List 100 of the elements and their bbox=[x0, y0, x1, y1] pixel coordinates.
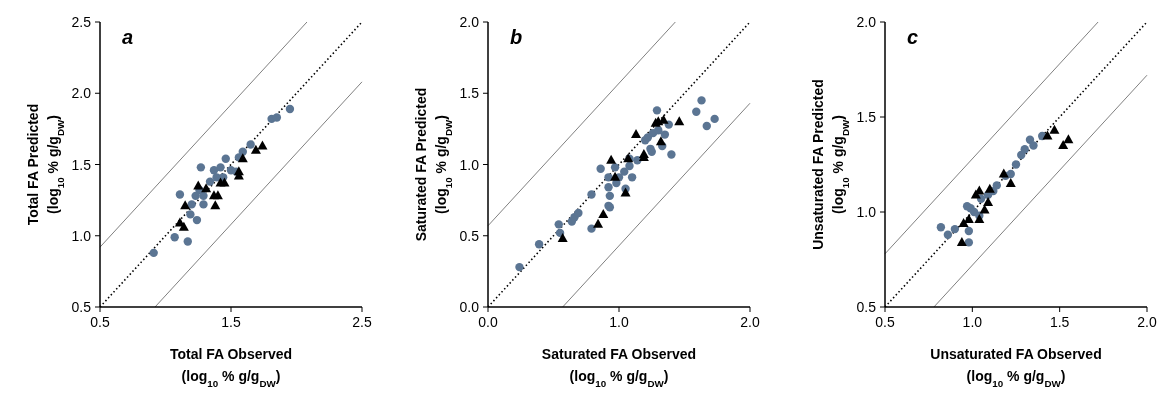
y-tick-label: 0.5 bbox=[459, 227, 480, 244]
point bbox=[1042, 130, 1053, 140]
point bbox=[192, 215, 202, 225]
point bbox=[196, 163, 206, 172]
point bbox=[219, 177, 230, 187]
point bbox=[250, 144, 261, 154]
point bbox=[984, 183, 995, 193]
point bbox=[943, 230, 953, 239]
point bbox=[964, 226, 974, 236]
y-tick-label: 2.0 bbox=[459, 14, 480, 30]
point bbox=[667, 150, 676, 159]
point bbox=[212, 190, 223, 200]
point bbox=[620, 187, 631, 197]
point bbox=[175, 190, 185, 199]
point bbox=[652, 106, 662, 115]
point bbox=[170, 232, 179, 242]
x-axis-title: Total FA Observed (log$_{10}$ % g/g$_{DW}$) bbox=[169, 346, 293, 389]
point bbox=[702, 121, 711, 131]
point bbox=[557, 233, 568, 243]
point bbox=[285, 104, 295, 114]
x-axis-title: Saturated FA Observed (log$_{10}$ % g/g$_{DW}$) bbox=[541, 346, 697, 389]
point bbox=[1063, 134, 1074, 144]
point bbox=[660, 130, 670, 139]
point bbox=[593, 218, 604, 228]
point bbox=[605, 191, 615, 201]
chart-title: c bbox=[907, 26, 919, 48]
point bbox=[193, 180, 204, 190]
y-tick-label: 0.0 bbox=[459, 299, 480, 315]
point bbox=[187, 200, 196, 209]
y-tick-label: 2.5 bbox=[71, 14, 92, 30]
point bbox=[272, 113, 282, 122]
point bbox=[201, 183, 212, 193]
point bbox=[587, 190, 596, 199]
x-tick-label: 2.0 bbox=[1137, 314, 1157, 330]
point bbox=[183, 237, 192, 246]
chart-title: b bbox=[510, 26, 523, 48]
point bbox=[625, 161, 634, 171]
x-tick-label: 0.5 bbox=[875, 314, 895, 330]
y-tick-label: 0.5 bbox=[71, 299, 92, 315]
y-tick-label: 0.5 bbox=[856, 299, 877, 315]
point bbox=[1049, 124, 1060, 134]
point bbox=[604, 183, 613, 192]
y-tick-label: 1.0 bbox=[71, 227, 92, 244]
point bbox=[554, 220, 563, 229]
point bbox=[199, 200, 208, 209]
point bbox=[1058, 140, 1069, 149]
point bbox=[221, 154, 230, 163]
point bbox=[956, 236, 967, 246]
point bbox=[246, 140, 255, 149]
y-tick-label: 1.0 bbox=[856, 204, 877, 220]
x-tick-label: 1.5 bbox=[221, 314, 241, 330]
point bbox=[710, 114, 719, 124]
point bbox=[596, 164, 605, 173]
y-tick-label: 2.0 bbox=[856, 14, 877, 30]
x-tick-label: 1.5 bbox=[1049, 314, 1070, 330]
point bbox=[587, 224, 596, 233]
point bbox=[178, 221, 189, 231]
y-tick-label: 1.0 bbox=[459, 156, 480, 173]
point bbox=[205, 177, 215, 186]
point bbox=[199, 191, 208, 201]
point bbox=[992, 181, 1001, 190]
point bbox=[674, 116, 685, 126]
y-tick-label: 1.5 bbox=[459, 85, 480, 102]
chart-title: a bbox=[122, 26, 134, 48]
y-tick-label: 1.5 bbox=[71, 156, 92, 173]
point bbox=[936, 223, 946, 232]
point bbox=[534, 240, 544, 249]
point bbox=[574, 208, 583, 218]
x-tick-label: 0.0 bbox=[478, 314, 498, 330]
point bbox=[515, 262, 524, 272]
point bbox=[598, 208, 609, 218]
point bbox=[610, 163, 620, 172]
point bbox=[983, 197, 994, 206]
point bbox=[631, 129, 642, 139]
point bbox=[627, 173, 637, 182]
point bbox=[180, 200, 191, 210]
point bbox=[620, 167, 629, 176]
point bbox=[950, 224, 960, 234]
x-tick-label: 0.5 bbox=[90, 314, 110, 330]
x-tick-label: 2.5 bbox=[352, 314, 372, 330]
y-tick-label: 1.5 bbox=[856, 109, 877, 125]
x-tick-label: 2.0 bbox=[740, 314, 760, 330]
point bbox=[974, 214, 985, 224]
point bbox=[149, 248, 158, 258]
point bbox=[655, 136, 666, 146]
point bbox=[216, 163, 225, 172]
point bbox=[1005, 178, 1016, 187]
point bbox=[610, 171, 621, 181]
point bbox=[958, 217, 969, 227]
point bbox=[237, 153, 248, 163]
point bbox=[1006, 169, 1015, 179]
x-tick-label: 1.0 bbox=[609, 314, 629, 330]
point bbox=[186, 210, 195, 219]
point bbox=[606, 154, 617, 164]
point bbox=[697, 96, 706, 105]
point bbox=[191, 191, 200, 201]
point bbox=[964, 238, 974, 247]
x-axis-title: Unsaturated FA Observed (log$_{10}$ % g/g$_{DW}$) bbox=[930, 346, 1102, 389]
point bbox=[1011, 160, 1021, 169]
point bbox=[1020, 145, 1029, 154]
